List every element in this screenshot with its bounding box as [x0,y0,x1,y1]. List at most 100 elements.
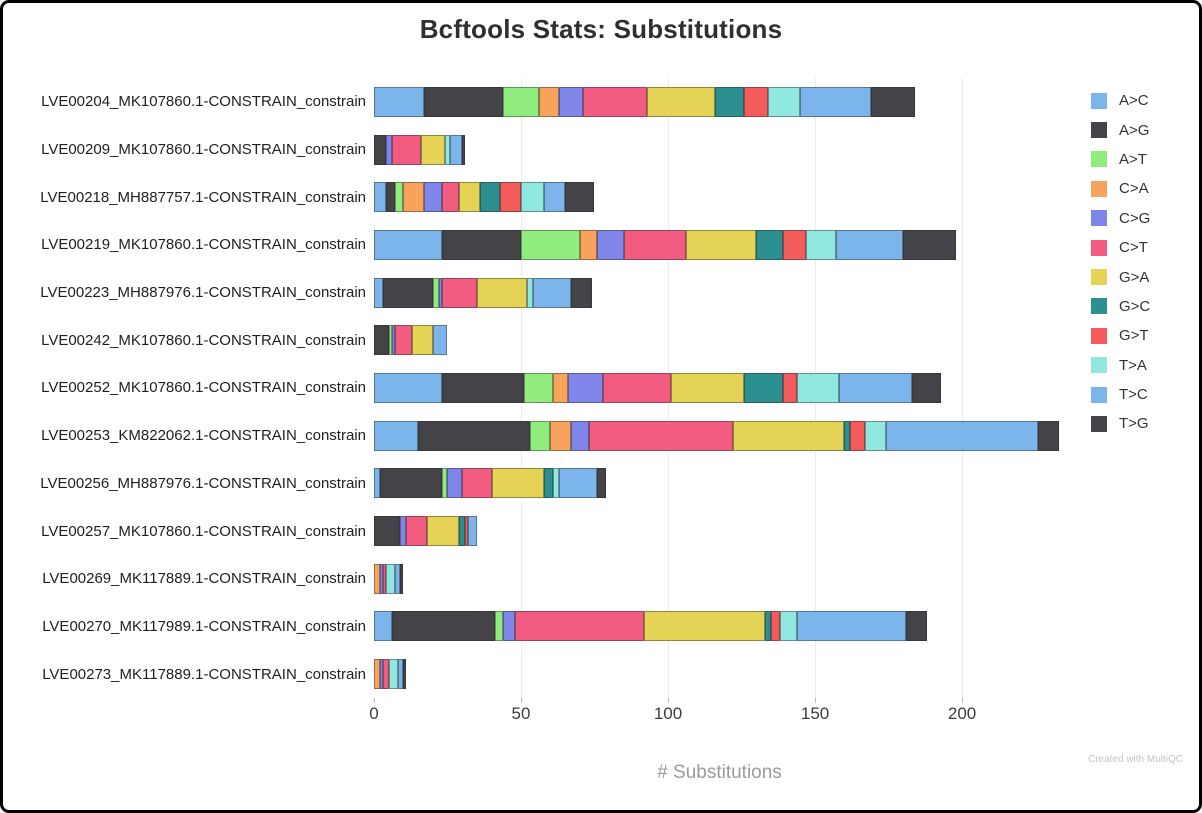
bar-segment-A>G[interactable] [374,134,386,165]
bar-segment-C>A[interactable] [403,182,424,213]
bar-segment-C>G[interactable] [447,468,463,499]
bar-segment-C>T[interactable] [515,611,645,642]
bar-segment-T>C[interactable] [800,86,871,117]
bar-segment-T>G[interactable] [565,182,595,213]
bar-segment-T>C[interactable] [559,468,598,499]
legend-item-C>T[interactable]: C>T [1091,233,1150,262]
bar-segment-A>T[interactable] [494,611,504,642]
bar-segment-G>T[interactable] [782,229,807,260]
bar-segment-T>A[interactable] [806,229,836,260]
bar-segment-C>T[interactable] [406,516,427,547]
bar-segment-T>G[interactable] [570,277,592,308]
bar-segment-C>G[interactable] [559,86,583,117]
bar-segment-C>T[interactable] [391,134,422,165]
bar-segment-T>A[interactable] [526,277,533,308]
bar-segment-C>G[interactable] [400,516,407,547]
bar-segment-G>C[interactable] [479,182,501,213]
bar-segment-G>T[interactable] [782,372,798,403]
bar-segment-G>A[interactable] [421,134,445,165]
bar-segment-G>A[interactable] [647,86,716,117]
bar-segment-T>A[interactable] [388,659,398,690]
bar-segment-C>G[interactable] [503,611,516,642]
bar-segment-C>T[interactable] [462,468,492,499]
bar-segment-T>G[interactable] [403,659,407,690]
bar-segment-T>G[interactable] [597,468,607,499]
bar-segment-T>C[interactable] [397,659,404,690]
bar-segment-T>C[interactable] [468,516,477,547]
bar-segment-C>T[interactable] [582,86,648,117]
bar-segment-C>T[interactable] [382,659,389,690]
bar-segment-T>A[interactable] [553,468,560,499]
bar-segment-T>C[interactable] [544,182,566,213]
bar-segment-G>A[interactable] [732,420,845,451]
bar-segment-G>T[interactable] [744,86,768,117]
bar-segment-G>A[interactable] [459,182,480,213]
bar-segment-T>C[interactable] [394,563,401,594]
bar-segment-A>C[interactable] [374,468,380,499]
bar-segment-C>A[interactable] [538,86,560,117]
bar-segment-A>T[interactable] [388,325,392,356]
bar-segment-C>T[interactable] [623,229,686,260]
bar-segment-C>A[interactable] [579,229,598,260]
bar-segment-C>T[interactable] [441,182,460,213]
bar-segment-T>G[interactable] [912,372,942,403]
bar-segment-G>A[interactable] [476,277,527,308]
bar-segment-C>T[interactable] [603,372,671,403]
bar-segment-C>G[interactable] [597,229,624,260]
bar-segment-G>T[interactable] [770,611,780,642]
bar-segment-T>A[interactable] [865,420,886,451]
legend-item-A>C[interactable]: A>C [1091,86,1150,115]
bar-segment-T>C[interactable] [432,325,448,356]
bar-segment-G>A[interactable] [426,516,460,547]
bar-segment-T>G[interactable] [462,134,466,165]
bar-segment-G>C[interactable] [715,86,745,117]
legend-item-G>A[interactable]: G>A [1091,262,1150,291]
bar-segment-A>C[interactable] [374,229,442,260]
bar-segment-G>C[interactable] [744,372,783,403]
bar-segment-A>G[interactable] [423,86,504,117]
bar-segment-A>T[interactable] [521,229,580,260]
bar-segment-C>G[interactable] [379,563,383,594]
bar-segment-T>A[interactable] [444,134,451,165]
bar-segment-G>C[interactable] [544,468,554,499]
bar-segment-A>C[interactable] [374,86,424,117]
bar-segment-T>C[interactable] [532,277,571,308]
legend-item-A>T[interactable]: A>T [1091,145,1150,174]
bar-segment-C>G[interactable] [570,420,589,451]
bar-segment-A>G[interactable] [379,468,442,499]
bar-segment-A>G[interactable] [385,182,395,213]
bar-segment-C>G[interactable] [385,134,392,165]
bar-segment-G>T[interactable] [500,182,521,213]
bar-segment-A>G[interactable] [374,325,389,356]
bar-segment-G>A[interactable] [670,372,745,403]
bar-segment-A>C[interactable] [374,420,419,451]
bar-segment-A>C[interactable] [374,182,386,213]
bar-segment-A>T[interactable] [529,420,551,451]
bar-segment-T>C[interactable] [835,229,904,260]
bar-segment-C>G[interactable] [423,182,442,213]
bar-segment-T>G[interactable] [400,563,404,594]
legend-item-T>G[interactable]: T>G [1091,409,1150,438]
legend-item-C>G[interactable]: C>G [1091,204,1150,233]
bar-segment-T>G[interactable] [870,86,915,117]
bar-segment-C>A[interactable] [550,420,571,451]
bar-segment-G>T[interactable] [465,516,469,547]
bar-segment-A>C[interactable] [374,611,392,642]
bar-segment-T>C[interactable] [450,134,463,165]
bar-segment-C>G[interactable] [438,277,442,308]
bar-segment-A>G[interactable] [391,611,495,642]
bar-segment-A>T[interactable] [394,182,404,213]
bar-segment-G>A[interactable] [644,611,766,642]
legend-item-G>C[interactable]: G>C [1091,292,1150,321]
bar-segment-T>C[interactable] [797,611,907,642]
bar-segment-G>C[interactable] [756,229,783,260]
bar-segment-G>C[interactable] [765,611,771,642]
bar-segment-A>T[interactable] [432,277,439,308]
bar-segment-A>C[interactable] [374,277,383,308]
bar-segment-T>C[interactable] [885,420,1039,451]
bar-segment-T>A[interactable] [797,372,839,403]
bar-segment-T>A[interactable] [779,611,798,642]
bar-segment-A>G[interactable] [418,420,530,451]
bar-segment-T>G[interactable] [903,229,957,260]
bar-segment-A>T[interactable] [503,86,539,117]
